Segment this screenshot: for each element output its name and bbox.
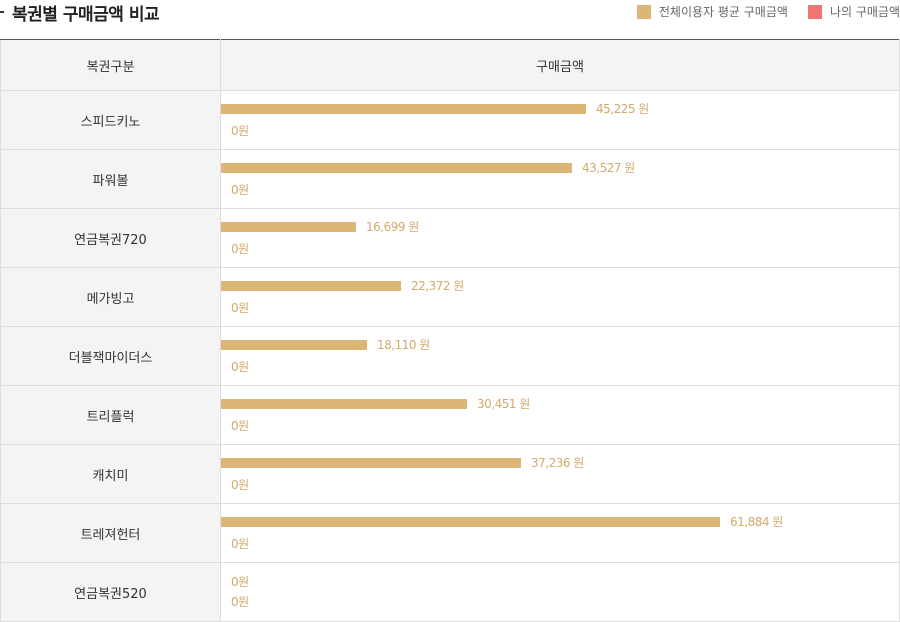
category-label: 스피드키노 xyxy=(0,90,221,150)
my-value-label: 0원 xyxy=(231,419,249,433)
bar-cell: 43,527 원 0원 xyxy=(220,149,900,209)
my-value-label: 0원 xyxy=(231,124,249,138)
bar-cell: 61,884 원 0원 xyxy=(220,503,900,563)
comparison-table: 복권구분 구매금액 스피드키노 45,225 원 0원 파워볼 43,527 원 0원 연금… xyxy=(0,39,900,622)
chart-title: 복권별 구매금액 비교 xyxy=(12,5,160,25)
bar-cell: 30,451 원 0원 xyxy=(220,385,900,445)
legend-swatch-average xyxy=(636,4,651,19)
header-category: 복권구분 xyxy=(0,39,221,91)
category-label: 트레져헌터 xyxy=(0,503,221,563)
chart-header: 복권별 구매금액 비교 전체이용자 평균 구매금액 나의 구매금액 xyxy=(0,0,900,28)
table-row: 트리플럭 30,451 원 0원 xyxy=(0,385,900,445)
average-bar-row: 22,372 원 xyxy=(221,279,899,293)
average-bar-row: 61,884 원 xyxy=(221,515,899,529)
table-row: 더블잭마이더스 18,110 원 0원 xyxy=(0,326,900,386)
category-label: 트리플럭 xyxy=(0,385,221,445)
average-value-label: 30,451 원 xyxy=(477,397,530,411)
average-value-label: 0원 xyxy=(231,575,249,589)
my-value-label: 0원 xyxy=(231,537,249,551)
average-bar xyxy=(221,458,521,468)
table-row: 연금복권520 0원 0원 xyxy=(0,562,900,622)
legend-item-average: 전체이용자 평균 구매금액 xyxy=(636,3,788,20)
my-value-label: 0원 xyxy=(231,595,249,609)
title-bullet xyxy=(0,11,4,13)
average-bar xyxy=(221,163,572,173)
bar-cell: 22,372 원 0원 xyxy=(220,267,900,327)
my-value-label: 0원 xyxy=(231,242,249,256)
table-row: 캐치미 37,236 원 0원 xyxy=(0,444,900,504)
category-label: 메가빙고 xyxy=(0,267,221,327)
average-value-label: 22,372 원 xyxy=(411,279,464,293)
bar-cell: 0원 0원 xyxy=(220,562,900,622)
header-amount: 구매금액 xyxy=(220,39,900,91)
average-value-label: 16,699 원 xyxy=(366,220,419,234)
average-value-label: 18,110 원 xyxy=(377,338,430,352)
my-value-label: 0원 xyxy=(231,301,249,315)
table-header-row: 복권구분 구매금액 xyxy=(0,39,900,91)
average-bar xyxy=(221,340,367,350)
legend-swatch-mine xyxy=(807,4,822,19)
average-value-label: 43,527 원 xyxy=(582,161,635,175)
average-bar xyxy=(221,517,720,527)
average-bar xyxy=(221,104,586,114)
legend-label-mine: 나의 구매금액 xyxy=(829,5,900,19)
table-row: 트레져헌터 61,884 원 0원 xyxy=(0,503,900,563)
my-value-label: 0원 xyxy=(231,183,249,197)
average-bar-row: 18,110 원 xyxy=(221,338,899,352)
average-value-label: 45,225 원 xyxy=(596,102,649,116)
table-body: 스피드키노 45,225 원 0원 파워볼 43,527 원 0원 연금복권720 16,69… xyxy=(0,90,900,622)
average-bar-row: 16,699 원 xyxy=(221,220,899,234)
average-bar xyxy=(221,399,467,409)
legend-item-mine: 나의 구매금액 xyxy=(807,3,900,20)
average-bar xyxy=(221,222,356,232)
average-bar-row: 43,527 원 xyxy=(221,161,899,175)
bar-cell: 45,225 원 0원 xyxy=(220,90,900,150)
legend: 전체이용자 평균 구매금액 나의 구매금액 xyxy=(617,3,900,20)
category-label: 연금복권720 xyxy=(0,208,221,268)
average-bar xyxy=(221,281,401,291)
average-bar-row: 30,451 원 xyxy=(221,397,899,411)
average-bar-row: 45,225 원 xyxy=(221,102,899,116)
bar-cell: 37,236 원 0원 xyxy=(220,444,900,504)
table-row: 파워볼 43,527 원 0원 xyxy=(0,149,900,209)
bar-cell: 16,699 원 0원 xyxy=(220,208,900,268)
table-row: 메가빙고 22,372 원 0원 xyxy=(0,267,900,327)
category-label: 더블잭마이더스 xyxy=(0,326,221,386)
average-bar-row: 37,236 원 xyxy=(221,456,899,470)
category-label: 캐치미 xyxy=(0,444,221,504)
bar-cell: 18,110 원 0원 xyxy=(220,326,900,386)
table-row: 스피드키노 45,225 원 0원 xyxy=(0,90,900,150)
average-value-label: 61,884 원 xyxy=(730,515,783,529)
category-label: 파워볼 xyxy=(0,149,221,209)
legend-label-average: 전체이용자 평균 구매금액 xyxy=(658,5,788,19)
my-value-label: 0원 xyxy=(231,360,249,374)
my-value-label: 0원 xyxy=(231,478,249,492)
average-value-label: 37,236 원 xyxy=(531,456,584,470)
table-row: 연금복권720 16,699 원 0원 xyxy=(0,208,900,268)
category-label: 연금복권520 xyxy=(0,562,221,622)
